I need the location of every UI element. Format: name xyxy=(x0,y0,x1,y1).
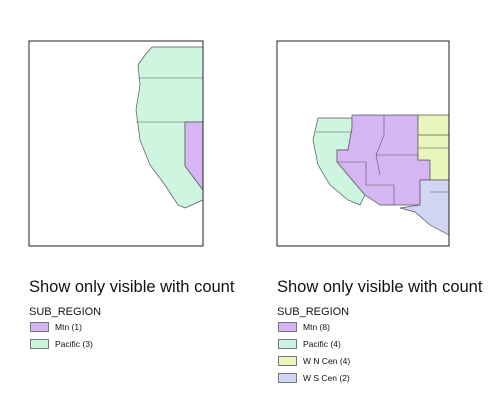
legend-swatch xyxy=(278,356,297,366)
legend-item: Pacific (4) xyxy=(277,336,482,352)
border xyxy=(375,115,385,176)
legend-label: W S Cen (2) xyxy=(303,373,350,383)
legend-label: Pacific (3) xyxy=(55,339,93,349)
layer-name: SUB_REGION xyxy=(29,306,102,318)
map-frame xyxy=(28,40,204,247)
legend-label: Mtn (1) xyxy=(55,322,82,332)
legend-right: Show only visible with count SUB_REGION Mt… xyxy=(277,278,482,386)
layer-name: SUB_REGION xyxy=(277,306,350,318)
map-right xyxy=(276,40,450,247)
map-frame xyxy=(276,40,450,247)
legend-item: Mtn (1) xyxy=(29,319,234,335)
legend-item: Mtn (8) xyxy=(277,319,482,335)
legend-left: Show only visible with count SUB_REGION Mt… xyxy=(29,278,234,352)
legend-swatch xyxy=(278,339,297,349)
legend-swatch xyxy=(278,373,297,383)
legend-title: Show only visible with count xyxy=(29,278,235,296)
map-left xyxy=(28,40,204,247)
legend-item: W N Cen (4) xyxy=(277,353,482,369)
legend-label: W N Cen (4) xyxy=(303,356,351,366)
legend-swatch xyxy=(30,339,49,349)
legend-label: Pacific (4) xyxy=(303,339,341,349)
legend-item: W S Cen (2) xyxy=(277,370,482,386)
legend-item: Pacific (3) xyxy=(29,336,234,352)
border xyxy=(337,161,395,205)
legend-swatch xyxy=(30,322,49,332)
legend-title: Show only visible with count xyxy=(277,278,483,296)
legend-label: Mtn (8) xyxy=(303,322,330,332)
legend-swatch xyxy=(278,322,297,332)
